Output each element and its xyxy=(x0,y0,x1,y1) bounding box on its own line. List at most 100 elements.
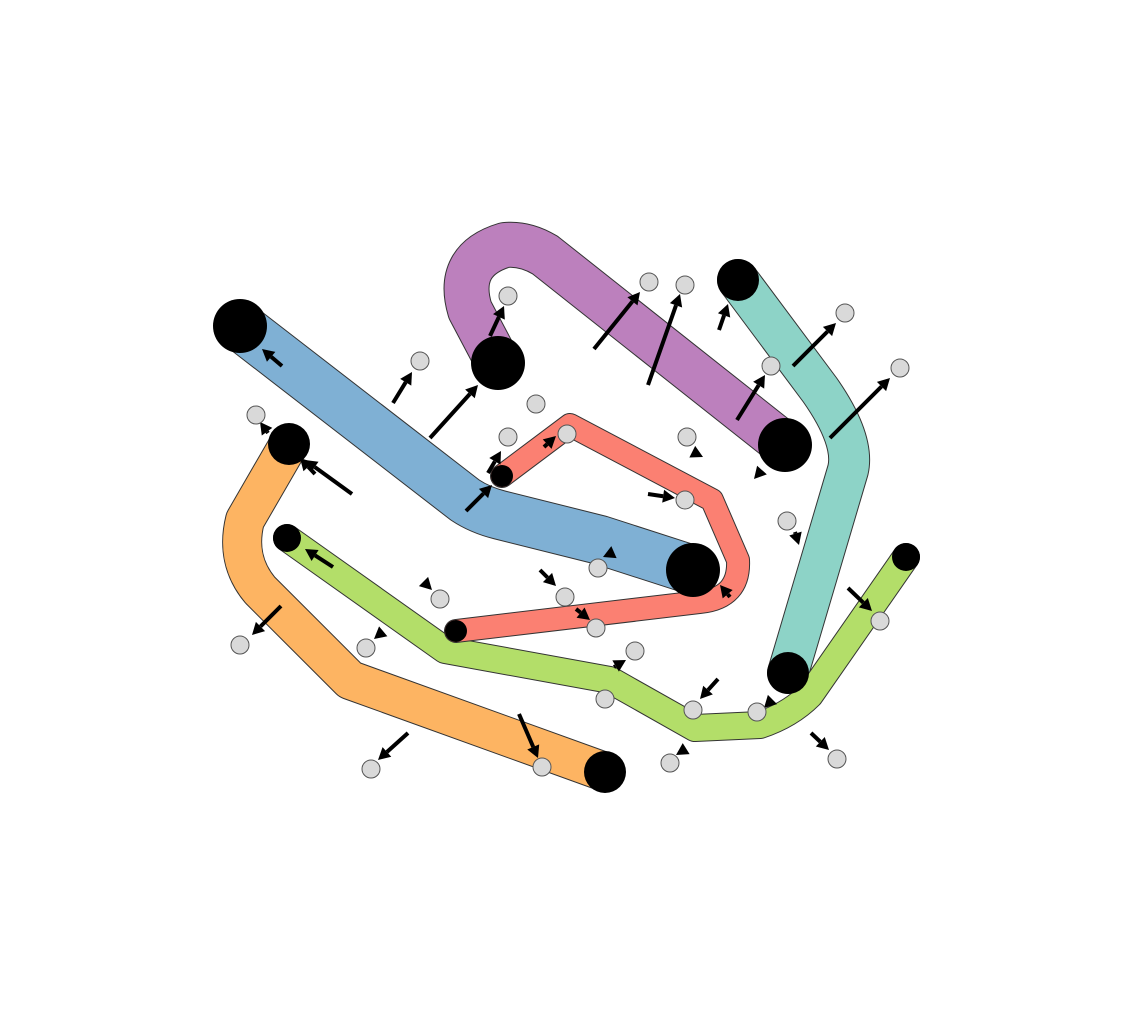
arrow-glyph xyxy=(676,743,690,755)
arrow-head xyxy=(493,306,505,320)
target-marker xyxy=(246,405,266,425)
arrow-head xyxy=(627,292,640,306)
arrow-head xyxy=(822,323,836,337)
target-marker xyxy=(586,618,606,638)
arrow-head xyxy=(700,685,713,699)
arrow-head xyxy=(465,385,478,399)
target-marker xyxy=(827,749,847,769)
target-marker xyxy=(557,424,577,444)
node-layer xyxy=(213,259,920,793)
ribbon-layer xyxy=(215,221,920,792)
target-marker xyxy=(747,702,767,722)
endpoint-node xyxy=(273,524,301,552)
arrow-glyph xyxy=(486,451,501,475)
arrow-shaft xyxy=(259,604,283,628)
arrow-glyph xyxy=(689,445,703,458)
arrow-shaft xyxy=(735,384,761,422)
arrow-head xyxy=(676,743,690,755)
target-marker xyxy=(230,635,250,655)
arrow-shaft xyxy=(486,460,497,475)
arrow-head xyxy=(542,436,556,449)
arrow-glyph xyxy=(428,385,478,440)
arrow-head xyxy=(720,585,733,599)
target-marker xyxy=(675,275,695,295)
purple-ribbon xyxy=(443,221,808,468)
endpoint-node xyxy=(584,751,626,793)
arrow-head xyxy=(305,549,319,561)
arrow-glyph xyxy=(378,731,410,760)
target-marker xyxy=(639,272,659,292)
arrow-shaft xyxy=(385,731,410,754)
arrow-shaft xyxy=(269,355,284,368)
arrow-glyph xyxy=(789,531,802,545)
arrow-head xyxy=(876,378,890,392)
arrow-glyph xyxy=(542,436,556,449)
arrow-shaft xyxy=(488,316,501,337)
arrow-head xyxy=(612,660,626,672)
target-marker xyxy=(588,558,608,578)
arrow-glyph xyxy=(262,349,284,368)
arrow-head xyxy=(789,531,802,545)
arrow-glyph xyxy=(517,713,540,758)
arrow-shaft xyxy=(314,553,335,569)
arrow-head xyxy=(260,422,273,436)
arrow-head xyxy=(400,372,412,386)
target-marker xyxy=(675,490,695,510)
target-marker xyxy=(683,700,703,720)
orange-ribbon xyxy=(222,424,625,792)
red-ribbon-fill xyxy=(445,414,750,642)
arrow-shaft xyxy=(517,713,536,748)
endpoint-node xyxy=(666,543,720,597)
arrow-glyph xyxy=(488,306,505,337)
arrow-shaft xyxy=(726,592,732,599)
arrow-head xyxy=(815,737,829,750)
arrow-head xyxy=(576,607,590,620)
arrow-shaft xyxy=(265,430,270,435)
target-marker xyxy=(410,351,430,371)
arrow-head xyxy=(662,489,675,503)
arrow-shaft xyxy=(464,492,485,513)
red-ribbon xyxy=(444,413,751,643)
arrow-head xyxy=(527,744,540,758)
arrow-head xyxy=(478,485,492,499)
endpoint-node xyxy=(758,418,812,472)
orange-ribbon-fill xyxy=(223,425,624,791)
arrow-shaft xyxy=(646,304,678,386)
arrow-head xyxy=(378,747,392,760)
target-marker xyxy=(835,303,855,323)
arrow-glyph xyxy=(612,660,626,672)
arrow-head xyxy=(753,375,765,389)
arrow-glyph xyxy=(700,677,720,699)
teal-ribbon xyxy=(717,259,871,694)
target-marker xyxy=(677,427,697,447)
green-ribbon-fill xyxy=(274,525,919,741)
arrow-glyph xyxy=(374,626,388,639)
arrow-glyph xyxy=(603,546,617,559)
arrow-glyph xyxy=(646,294,683,386)
target-marker xyxy=(890,358,910,378)
arrow-head xyxy=(689,445,703,458)
arrow-head xyxy=(252,621,266,635)
arrow-shaft xyxy=(846,586,865,605)
target-marker xyxy=(430,589,450,609)
target-marker xyxy=(870,611,890,631)
target-marker xyxy=(498,286,518,306)
arrow-head xyxy=(669,294,683,308)
arrow-shaft xyxy=(647,492,664,499)
endpoint-node xyxy=(445,620,467,642)
arrow-shaft xyxy=(391,381,408,405)
arrow-glyph xyxy=(538,568,556,586)
arrow-glyph xyxy=(828,378,890,440)
arrow-shaft xyxy=(592,300,635,351)
arrow-glyph xyxy=(418,576,432,590)
arrow-glyph xyxy=(260,422,273,436)
arrow-shaft xyxy=(717,314,726,331)
arrow-glyph xyxy=(647,489,675,503)
arrow-shaft xyxy=(828,385,883,440)
endpoint-node xyxy=(471,336,525,390)
blue-ribbon-fill xyxy=(216,302,717,594)
arrow-head xyxy=(542,572,556,586)
arrow-glyph xyxy=(592,292,640,351)
arrow-glyph xyxy=(809,731,829,750)
